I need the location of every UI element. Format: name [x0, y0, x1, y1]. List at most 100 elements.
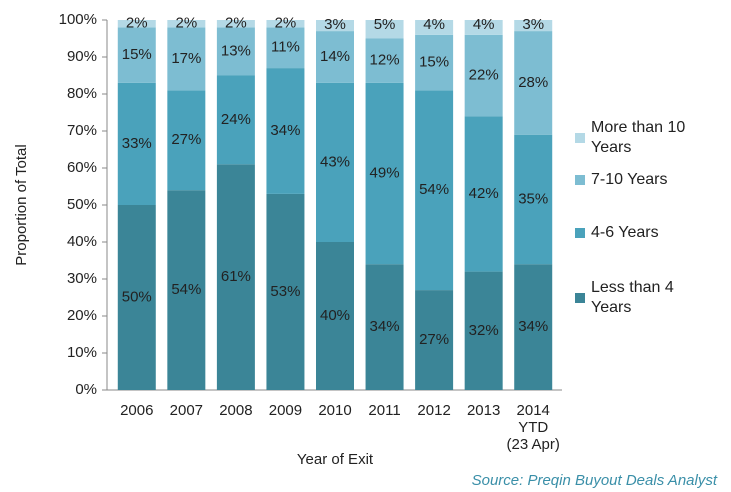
source-note: Source: Preqin Buyout Deals Analyst [471, 472, 717, 489]
value-label: 2% [225, 15, 247, 32]
y-tick-label: 60% [67, 159, 97, 176]
value-label: 50% [122, 288, 152, 305]
x-tick-label: 2009 [269, 402, 302, 419]
value-label: 27% [171, 131, 201, 148]
value-label: 15% [419, 54, 449, 71]
bar-segment [266, 27, 305, 69]
bar-segment [266, 20, 305, 28]
value-label: 3% [324, 16, 346, 33]
y-tick-label: 90% [67, 48, 97, 65]
value-label: 49% [370, 165, 400, 182]
y-tick-label: 0% [75, 381, 97, 398]
value-label: 14% [320, 48, 350, 65]
value-label: 24% [221, 111, 251, 128]
bar-segment [514, 20, 553, 32]
legend-swatch [575, 175, 585, 185]
value-label: 53% [270, 283, 300, 300]
value-label: 2% [275, 15, 297, 32]
legend-swatch [575, 228, 585, 238]
y-tick-label: 30% [67, 270, 97, 287]
value-label: 4% [473, 16, 495, 33]
x-tick-label: 2010 [318, 402, 351, 419]
value-label: 34% [270, 122, 300, 139]
x-tick-label: 2012 [417, 402, 450, 419]
value-label: 28% [518, 74, 548, 91]
bar-segment [216, 164, 255, 390]
y-tick-label: 80% [67, 85, 97, 102]
value-label: 15% [122, 46, 152, 63]
bar-segment [117, 205, 156, 390]
value-label: 13% [221, 42, 251, 59]
bar-segment [464, 271, 503, 390]
y-tick-label: 40% [67, 233, 97, 250]
bar-segment [117, 82, 156, 205]
value-label: 34% [370, 318, 400, 335]
bar-segment [316, 242, 354, 390]
value-label: 54% [419, 181, 449, 198]
y-tick-label: 10% [67, 344, 97, 361]
y-tick-label: 70% [67, 122, 97, 139]
x-axis-title: Year of Exit [297, 451, 374, 468]
x-tick-label: 2008 [219, 402, 252, 419]
x-tick-label: 2011 [368, 402, 400, 419]
bar-segment [117, 20, 156, 28]
bar-segment [216, 27, 255, 76]
x-tick-label: 2014 YTD (23 Apr) [507, 402, 560, 453]
bar-segment [464, 116, 503, 272]
bar-segment [266, 193, 305, 390]
y-tick-label: 20% [67, 307, 97, 324]
bar-segment [365, 38, 404, 83]
value-label: 61% [221, 268, 251, 285]
legend-item: 7-10 Years [575, 170, 725, 190]
legend-item: 4-6 Years [575, 223, 725, 243]
bar-segment [514, 134, 553, 265]
value-label: 35% [518, 190, 548, 207]
value-label: 33% [122, 135, 152, 152]
bar-segment [316, 20, 354, 32]
y-axis-title: Proportion of Total [13, 144, 30, 265]
bar-segment [365, 20, 404, 39]
legend-label: 7-10 Years [591, 171, 668, 188]
bar-segment [216, 20, 255, 28]
legend-item: Less than 4 Years [575, 278, 725, 318]
bar-segment [216, 75, 255, 165]
value-label: 43% [320, 153, 350, 170]
value-label: 34% [518, 318, 548, 335]
bar-segment [167, 27, 206, 91]
bar-segment [167, 190, 206, 390]
legend-swatch [575, 293, 585, 303]
bar-segment [415, 34, 454, 91]
value-label: 2% [175, 15, 197, 32]
legend-swatch [575, 133, 585, 143]
value-label: 40% [320, 307, 350, 324]
value-label: 12% [370, 52, 400, 69]
bar-segment [415, 290, 454, 390]
legend-item: More than 10 Years [575, 118, 725, 158]
legend-label: More than 10 Years [591, 119, 686, 156]
value-label: 22% [469, 66, 499, 83]
bar-segment [117, 27, 156, 83]
bar-segment [266, 68, 305, 194]
bar-segment [365, 82, 404, 265]
bar-segment [167, 90, 206, 191]
bar-segment [464, 20, 503, 35]
value-label: 5% [374, 16, 396, 33]
value-label: 32% [469, 322, 499, 339]
bar-segment [464, 34, 503, 117]
bar-segment [167, 20, 206, 28]
bar-segment [316, 82, 354, 243]
bar-segment [514, 31, 553, 135]
value-label: 11% [271, 39, 300, 56]
value-label: 3% [522, 16, 544, 33]
value-label: 17% [171, 50, 201, 67]
legend-label: Less than 4 Years [591, 279, 674, 316]
value-label: 42% [469, 185, 499, 202]
bar-segment [365, 264, 404, 390]
bar-segment [316, 31, 354, 83]
x-tick-label: 2007 [170, 402, 203, 419]
value-label: 27% [419, 331, 449, 348]
value-label: 54% [171, 281, 201, 298]
value-label: 4% [423, 16, 445, 33]
